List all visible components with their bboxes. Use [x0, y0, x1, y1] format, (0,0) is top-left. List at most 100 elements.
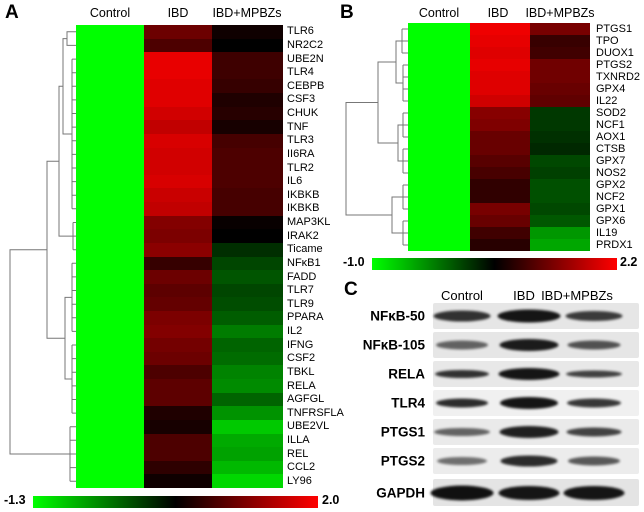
heatmap-cell [530, 179, 590, 191]
heatmap-cell [76, 65, 144, 80]
heatmap-cell [212, 65, 283, 80]
heatmap-cell [212, 120, 283, 134]
gene-label: II6RA [287, 147, 315, 160]
gene-label: CHUK [287, 107, 319, 120]
gene-label: CCL2 [287, 461, 316, 474]
heatmap-cell [408, 95, 470, 107]
heatmap-cell [470, 71, 530, 83]
heatmap-cell [530, 167, 590, 179]
heatmap-cell [76, 106, 144, 121]
heatmap-cell [530, 83, 590, 95]
heatmap-cell [530, 71, 590, 83]
heatmap-cell [212, 433, 283, 448]
dendrogram-a [9, 31, 76, 482]
heatmap-cell [144, 297, 212, 311]
heatmap-cell [212, 297, 283, 311]
heatmap-cell [144, 474, 212, 488]
heatmap-cell [408, 59, 470, 71]
gene-label: PPARA [287, 311, 324, 324]
heatmap-cell [76, 297, 144, 311]
heatmap-cell [212, 215, 283, 230]
gene-label: NCF2 [596, 190, 625, 203]
panel-c-header-control: Control [441, 288, 483, 303]
gene-label: AGFGL [287, 393, 325, 406]
heatmap-cell [212, 242, 283, 257]
heatmap-cell [530, 227, 590, 239]
heatmap-cell [144, 392, 212, 407]
heatmap-cell [408, 239, 470, 251]
heatmap-cell [144, 460, 212, 475]
panel-b-label: B [340, 2, 354, 23]
protein-label: RELA [388, 366, 425, 382]
heatmap-cell [76, 79, 144, 94]
gene-label: NOS2 [596, 166, 626, 179]
heatmap-cell [144, 338, 212, 352]
gene-label: IL6 [287, 175, 303, 188]
heatmap-cell [76, 283, 144, 298]
heatmap-b [408, 23, 590, 251]
heatmap-cell [470, 95, 530, 107]
heatmap-cell [144, 79, 212, 94]
heatmap-cell [408, 227, 470, 239]
protein-band [499, 339, 559, 351]
heatmap-cell [144, 202, 212, 216]
heatmap-cell [530, 107, 590, 119]
blot-strip [433, 332, 639, 358]
heatmap-cell [212, 460, 283, 475]
heatmap-cell [212, 379, 283, 393]
heatmap-cell [76, 392, 144, 407]
gene-label: GPX2 [596, 178, 626, 191]
protein-label: NFκB-50 [370, 308, 425, 324]
gene-label: Ticame [287, 243, 323, 256]
heatmap-cell [144, 38, 212, 53]
heatmap-cell [212, 147, 283, 162]
heatmap-cell [470, 119, 530, 131]
heatmap-cell [144, 52, 212, 66]
gene-label: IFNG [287, 338, 314, 351]
blot-strip [433, 303, 639, 329]
heatmap-cell [76, 324, 144, 339]
heatmap-cell [76, 38, 144, 53]
heatmap-cell [470, 215, 530, 227]
heatmap-cell [470, 227, 530, 239]
heatmap-cell [470, 59, 530, 71]
colorbar-b-max-label: 2.2 [620, 255, 638, 269]
heatmap-cell [76, 433, 144, 448]
heatmap-cell [144, 433, 212, 448]
heatmap-cell [212, 283, 283, 298]
heatmap-cell [212, 310, 283, 325]
heatmap-cell [76, 147, 144, 162]
heatmap-cell [408, 191, 470, 203]
gene-label: CSF3 [287, 93, 316, 106]
heatmap-cell [212, 202, 283, 216]
panel-a-label: A [5, 2, 19, 23]
heatmap-cell [212, 52, 283, 66]
heatmap-cell [76, 161, 144, 175]
gene-label: PTGS1 [596, 22, 633, 35]
heatmap-cell [76, 447, 144, 461]
heatmap-cell [144, 174, 212, 189]
gene-label: IL2 [287, 325, 303, 338]
heatmap-cell [76, 310, 144, 325]
heatmap-cell [530, 119, 590, 131]
heatmap-cell [470, 23, 530, 35]
protein-band [437, 457, 487, 465]
heatmap-cell [76, 215, 144, 230]
heatmap-cell [212, 25, 283, 39]
heatmap-cell [144, 161, 212, 175]
heatmap-b-gene-labels: PTGS1 TPO DUOX1 PTGS2 TXNRD2 GPX4 IL22 SOD2 NCF1… [596, 23, 644, 251]
blot-strip [430, 479, 639, 506]
panel-b-header-ibd-mpbzs: IBD+MPBZs [525, 6, 595, 20]
heatmap-cell [470, 155, 530, 167]
blot-strip [433, 448, 639, 474]
gene-label: TLR9 [287, 297, 314, 310]
protein-band [498, 368, 560, 380]
heatmap-cell [144, 419, 212, 434]
protein-band [566, 427, 622, 437]
gene-label: LY96 [287, 474, 312, 487]
heatmap-cell [212, 79, 283, 94]
heatmap-cell [408, 203, 470, 215]
panel-c-header-ibd: IBD [513, 288, 535, 303]
gene-label: UBE2VL [287, 420, 330, 433]
heatmap-cell [76, 270, 144, 284]
